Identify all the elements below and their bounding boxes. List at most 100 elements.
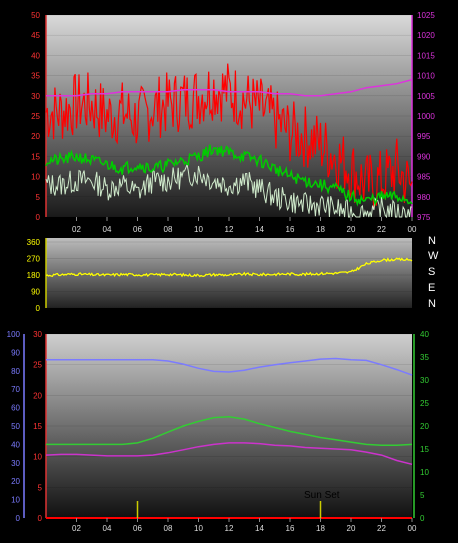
bottom-xtick-04: 04 — [103, 524, 112, 533]
compass-n-bottom: N — [428, 298, 436, 310]
wind-tick-45: 45 — [31, 31, 40, 40]
baro-tick-985: 985 — [417, 173, 431, 182]
bottom-xtick-18: 18 — [316, 524, 325, 533]
bottom-xtick-10: 10 — [194, 524, 203, 533]
temp-tick-15: 15 — [420, 445, 429, 454]
bottom-xtick-08: 08 — [164, 524, 173, 533]
temperature-series-line — [46, 416, 413, 446]
dir-tick-90: 90 — [31, 288, 40, 297]
hum-tick-100: 100 — [7, 330, 21, 339]
barometer-axis-label: Barometer (hpa) — [368, 0, 441, 11]
wind-tick-15: 15 — [31, 152, 40, 161]
wind-tick-35: 35 — [31, 72, 40, 81]
rain-tick-30: 30 — [33, 330, 42, 339]
hum-tick-20: 20 — [11, 477, 20, 486]
rain-tick-10: 10 — [33, 453, 42, 462]
dewpoint-series-line — [45, 442, 413, 466]
top-xtick-04: 04 — [103, 225, 112, 234]
top-xtick-06: 06 — [133, 225, 142, 234]
baro-tick-1005: 1005 — [417, 92, 435, 101]
baro-tick-975: 975 — [417, 213, 431, 222]
baro-tick-1015: 1015 — [417, 51, 435, 60]
dir-tick-180: 180 — [27, 271, 41, 280]
hum-tick-0: 0 — [16, 514, 21, 523]
pressure-series-line — [46, 78, 413, 97]
wind-tick-5: 5 — [36, 193, 41, 202]
top-xtick-18: 18 — [316, 225, 325, 234]
avg-wind-series-line — [45, 144, 413, 207]
wind-tick-50: 50 — [31, 11, 40, 20]
direction-plot-area — [46, 238, 412, 308]
temp-tick-10: 10 — [420, 468, 429, 477]
baro-tick-1025: 1025 — [417, 11, 435, 20]
gust-series-line — [45, 63, 413, 210]
temp-tick-25: 25 — [420, 399, 429, 408]
wind-tick-0: 0 — [36, 213, 41, 222]
wind-tick-10: 10 — [31, 173, 40, 182]
sunset-annotation: Sun Set — [304, 490, 340, 501]
windspeed-axis-label: Windspeed (kph) — [5, 0, 81, 11]
dir-tick-360: 360 — [27, 238, 41, 247]
top-xtick-12: 12 — [225, 225, 234, 234]
temp-tick-40: 40 — [420, 330, 429, 339]
wind-tick-30: 30 — [31, 92, 40, 101]
top-xtick-00: 00 — [408, 225, 417, 234]
humidity-axis-label: Humidity — [64, 316, 103, 327]
wind-tick-25: 25 — [31, 112, 40, 121]
compass-s: S — [428, 266, 436, 278]
wind-tick-20: 20 — [31, 132, 40, 141]
bottom-xtick-06: 06 — [133, 524, 142, 533]
compass-e: E — [428, 282, 436, 294]
top-xtick-20: 20 — [347, 225, 356, 234]
temp-tick-0: 0 — [420, 514, 425, 523]
bottom-plot-area — [46, 334, 412, 518]
compass-w: W — [428, 250, 439, 262]
compass-n-top: N — [428, 235, 436, 247]
hum-tick-90: 90 — [11, 348, 20, 357]
rain-tick-25: 25 — [33, 361, 42, 370]
rain-tick-5: 5 — [38, 483, 43, 492]
hum-tick-40: 40 — [11, 440, 20, 449]
rain-tick-15: 15 — [33, 422, 42, 431]
hum-tick-80: 80 — [11, 367, 20, 376]
temp-tick-5: 5 — [420, 491, 425, 500]
hum-tick-70: 70 — [11, 385, 20, 394]
bottom-xtick-22: 22 — [377, 524, 386, 533]
top-xtick-08: 08 — [164, 225, 173, 234]
hum-tick-10: 10 — [11, 496, 20, 505]
top-xtick-10: 10 — [194, 225, 203, 234]
direction-series-line — [45, 257, 413, 278]
graph-title: 24 hour graph day : 15 March 2025 — [170, 0, 327, 11]
baro-tick-990: 990 — [417, 152, 431, 161]
humidity-series-line — [46, 357, 413, 376]
rainfall-axis-label: Rainfall (mm) — [3, 316, 63, 327]
temp-tick-35: 35 — [420, 353, 429, 362]
top-xtick-22: 22 — [377, 225, 386, 234]
bottom-xtick-16: 16 — [286, 524, 295, 533]
baro-tick-1010: 1010 — [417, 72, 435, 81]
baro-tick-980: 980 — [417, 193, 431, 202]
wind-min-series-line — [45, 162, 413, 219]
hum-tick-30: 30 — [11, 459, 20, 468]
baro-tick-995: 995 — [417, 132, 431, 141]
bottom-xtick-02: 02 — [72, 524, 81, 533]
dewpoint-axis-label: Dew Point (°C) — [388, 316, 455, 327]
baro-tick-1000: 1000 — [417, 112, 435, 121]
top-xtick-14: 14 — [255, 225, 264, 234]
wind-tick-40: 40 — [31, 51, 40, 60]
bottom-xtick-20: 20 — [347, 524, 356, 533]
top-xtick-02: 02 — [72, 225, 81, 234]
temp-tick-30: 30 — [420, 376, 429, 385]
temp-tick-20: 20 — [420, 422, 429, 431]
baro-tick-1020: 1020 — [417, 31, 435, 40]
bottom-xtick-12: 12 — [225, 524, 234, 533]
rain-tick-0: 0 — [38, 514, 43, 523]
hum-tick-60: 60 — [11, 404, 20, 413]
temperature-axis-label: Temperature (°C) — [306, 316, 383, 327]
top-xtick-16: 16 — [286, 225, 295, 234]
hum-tick-50: 50 — [11, 422, 20, 431]
bottom-xtick-14: 14 — [255, 524, 264, 533]
rain-tick-20: 20 — [33, 391, 42, 400]
